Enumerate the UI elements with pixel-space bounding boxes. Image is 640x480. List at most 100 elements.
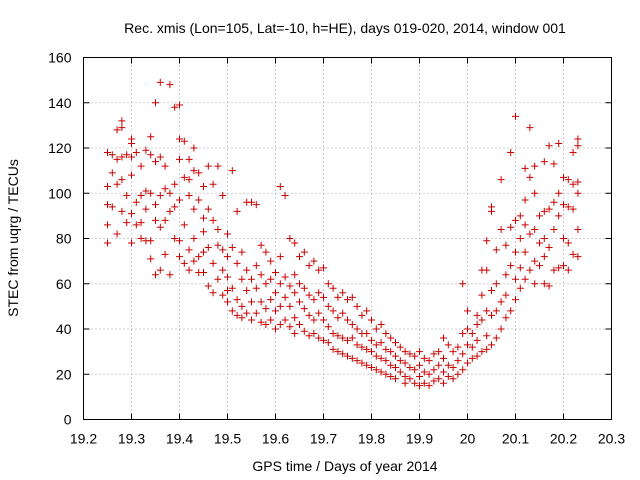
data-point [128, 139, 135, 147]
data-point [209, 180, 217, 188]
data-point [392, 352, 399, 360]
data-point [286, 282, 294, 290]
data-point [497, 225, 505, 233]
data-point [483, 332, 491, 340]
data-point [171, 103, 179, 111]
data-point [104, 201, 111, 209]
data-point [262, 305, 270, 313]
data-point [286, 235, 294, 242]
data-point [152, 99, 159, 107]
data-point [420, 379, 428, 387]
data-point [406, 363, 414, 371]
data-point [512, 112, 519, 120]
data-point [329, 284, 337, 292]
data-point [147, 237, 155, 245]
data-point [372, 366, 380, 374]
data-point [233, 259, 241, 267]
data-point [363, 361, 371, 369]
data-point [478, 291, 486, 299]
data-point [464, 359, 471, 367]
data-point [296, 280, 303, 288]
data-point [382, 370, 390, 378]
data-point [488, 311, 495, 319]
data-point [353, 357, 361, 365]
y-tick-label: 140 [48, 95, 72, 111]
data-point [300, 327, 308, 335]
data-point [228, 284, 236, 292]
data-point [569, 250, 577, 258]
data-point [123, 219, 131, 227]
data-point [449, 348, 457, 356]
data-point [137, 219, 145, 227]
data-point [324, 302, 332, 310]
data-point [353, 302, 361, 310]
data-point [411, 379, 419, 387]
data-point [276, 302, 284, 310]
data-point [132, 198, 140, 206]
data-point [521, 248, 529, 256]
data-point [348, 293, 356, 301]
data-point [358, 359, 366, 367]
data-point [147, 133, 155, 141]
data-point [142, 187, 150, 195]
data-point [267, 275, 275, 283]
data-point [315, 309, 323, 317]
y-tick-label: 0 [64, 412, 72, 428]
data-point [180, 137, 188, 145]
data-point [459, 350, 467, 358]
data-point [243, 309, 251, 317]
data-point [468, 343, 476, 351]
data-point [387, 348, 395, 356]
data-point [224, 230, 231, 238]
data-point [401, 379, 409, 387]
data-point [137, 192, 145, 200]
data-point [531, 162, 539, 170]
data-point [512, 216, 519, 224]
data-point [353, 325, 361, 333]
data-point [334, 332, 342, 340]
data-point [344, 336, 351, 344]
y-tick-label: 40 [56, 321, 72, 337]
data-point [166, 271, 174, 279]
data-point [224, 273, 231, 281]
data-point [320, 293, 327, 301]
data-point [228, 244, 236, 252]
data-point [118, 207, 126, 215]
data-point [185, 192, 193, 200]
data-point [238, 248, 246, 256]
data-point [209, 259, 217, 267]
data-point [324, 280, 332, 288]
data-point [118, 124, 126, 132]
data-point [368, 348, 375, 356]
data-point [128, 239, 135, 247]
data-point [156, 78, 164, 86]
data-point [574, 142, 582, 150]
data-point [368, 363, 375, 371]
data-point [478, 348, 486, 356]
data-point [118, 176, 126, 184]
data-point [176, 196, 183, 204]
data-point [521, 275, 529, 283]
data-point [430, 377, 438, 385]
data-point [372, 352, 380, 360]
data-point [416, 348, 423, 356]
data-point [190, 144, 198, 152]
data-point [411, 366, 419, 374]
data-point [406, 350, 414, 358]
data-point [420, 354, 428, 362]
data-point [104, 182, 111, 190]
x-tick-label: 19.3 [118, 431, 145, 447]
data-point [459, 330, 467, 338]
data-point [171, 180, 179, 188]
data-point [348, 354, 356, 362]
data-point [219, 291, 227, 299]
y-tick-label: 120 [48, 140, 72, 156]
data-point [200, 268, 207, 276]
data-point [224, 287, 231, 295]
data-point [166, 207, 174, 215]
data-point [291, 239, 299, 247]
data-point [468, 330, 476, 338]
data-point [180, 173, 188, 181]
data-point [540, 207, 548, 215]
data-point [257, 241, 265, 249]
